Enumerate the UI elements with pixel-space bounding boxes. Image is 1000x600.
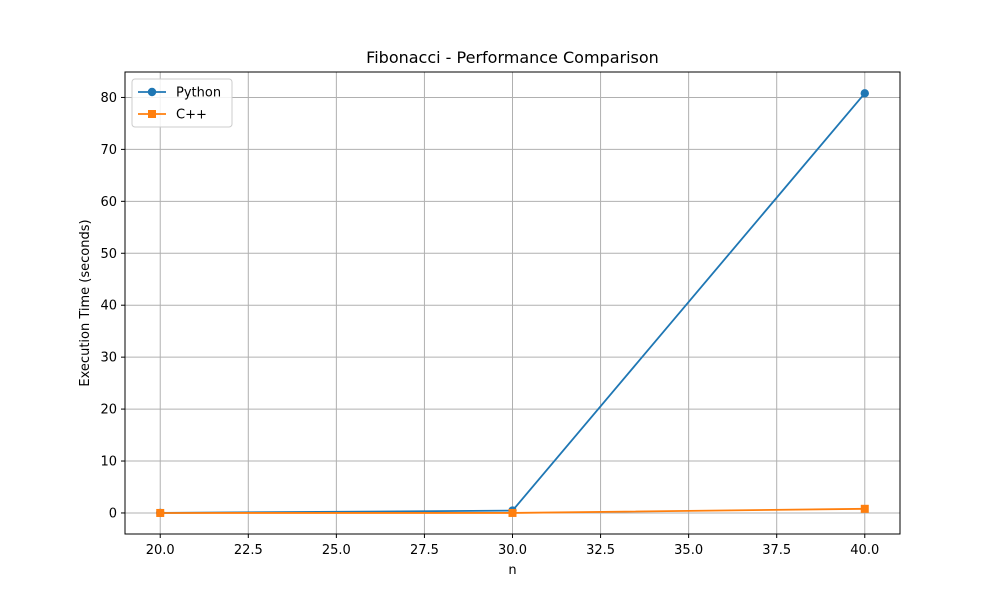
x-tick-label: 37.5 — [762, 543, 791, 558]
legend-box — [131, 78, 233, 128]
legend-label: C++ — [176, 108, 207, 123]
y-tick-label: 80 — [100, 91, 117, 106]
legend: Python C++ — [131, 78, 233, 128]
x-tick-label: 40.0 — [850, 543, 879, 558]
series-layer — [156, 89, 869, 518]
y-tick-label: 0 — [109, 506, 117, 521]
y-tick-label: 40 — [100, 299, 117, 314]
legend-marker — [148, 110, 156, 118]
legend-label: Python — [176, 86, 221, 101]
x-tick-label: 27.5 — [410, 543, 439, 558]
y-tick-label: 30 — [100, 351, 117, 366]
legend-item: Python — [138, 86, 221, 101]
x-tick-label: 35.0 — [674, 543, 703, 558]
y-tick-label: 70 — [100, 143, 117, 158]
y-tick-label: 60 — [100, 195, 117, 210]
chart-title: Fibonacci - Performance Comparison — [366, 48, 659, 67]
x-tick-label: 22.5 — [234, 543, 263, 558]
data-point — [860, 504, 869, 513]
data-point — [860, 89, 869, 98]
x-tick-label: 32.5 — [586, 543, 615, 558]
y-tick-label: 10 — [100, 455, 117, 470]
data-point — [156, 508, 165, 517]
y-axis-label: Execution Time (seconds) — [78, 219, 93, 386]
data-point — [508, 508, 517, 517]
y-tick-label: 20 — [100, 403, 117, 418]
legend-item: C++ — [138, 108, 207, 123]
x-tick-label: 25.0 — [322, 543, 351, 558]
x-tick-label: 20.0 — [146, 543, 175, 558]
x-axis-label: n — [508, 563, 516, 578]
x-tick-label: 30.0 — [498, 543, 527, 558]
legend-marker — [147, 87, 157, 97]
ticks: 20.0 22.5 25.0 27.5 30.0 32.5 35.0 37.5 40.0 0 10 2… — [100, 91, 879, 558]
y-tick-label: 50 — [100, 247, 117, 262]
series-c- — [156, 504, 869, 517]
